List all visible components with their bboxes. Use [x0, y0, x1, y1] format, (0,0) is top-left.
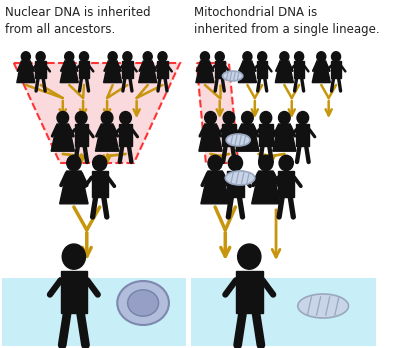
Bar	[119, 124, 132, 146]
Bar	[257, 61, 267, 78]
Bar	[331, 61, 341, 78]
Circle shape	[228, 155, 243, 171]
Circle shape	[158, 52, 167, 62]
Polygon shape	[17, 61, 35, 82]
Circle shape	[143, 52, 152, 62]
Circle shape	[279, 111, 290, 124]
Polygon shape	[236, 124, 259, 151]
Circle shape	[21, 52, 30, 62]
Bar	[2, 278, 187, 346]
Circle shape	[259, 155, 273, 171]
Text: Mitochondrial DNA is
inherited from a single lineage.: Mitochondrial DNA is inherited from a si…	[194, 6, 380, 36]
Bar	[122, 61, 133, 78]
Polygon shape	[197, 63, 238, 163]
Circle shape	[294, 52, 303, 62]
Circle shape	[204, 111, 216, 124]
Polygon shape	[103, 61, 122, 82]
Polygon shape	[196, 61, 214, 82]
Circle shape	[57, 111, 69, 124]
Circle shape	[200, 52, 209, 62]
Circle shape	[223, 111, 235, 124]
Ellipse shape	[298, 294, 348, 318]
Circle shape	[75, 111, 87, 124]
Circle shape	[36, 52, 45, 62]
Ellipse shape	[222, 71, 243, 81]
Bar	[36, 61, 46, 78]
Bar	[215, 61, 225, 78]
Circle shape	[79, 52, 88, 62]
Bar	[296, 124, 310, 146]
Circle shape	[123, 52, 132, 62]
Circle shape	[208, 155, 222, 171]
Ellipse shape	[226, 134, 250, 146]
Bar	[61, 271, 87, 313]
Polygon shape	[201, 171, 229, 204]
Bar	[74, 124, 88, 146]
Circle shape	[92, 155, 107, 171]
Circle shape	[332, 52, 341, 62]
Bar	[92, 171, 108, 197]
Circle shape	[258, 52, 267, 62]
Circle shape	[65, 52, 74, 62]
Polygon shape	[252, 171, 280, 204]
Bar	[191, 278, 376, 346]
Ellipse shape	[117, 281, 169, 325]
Polygon shape	[95, 124, 119, 151]
Circle shape	[62, 244, 85, 269]
Circle shape	[67, 155, 81, 171]
Polygon shape	[312, 61, 330, 82]
Circle shape	[120, 111, 131, 124]
Polygon shape	[139, 61, 157, 82]
Polygon shape	[14, 63, 180, 163]
Ellipse shape	[128, 290, 159, 316]
Bar	[227, 171, 243, 197]
Bar	[222, 124, 236, 146]
Circle shape	[243, 52, 252, 62]
Circle shape	[279, 155, 293, 171]
Text: Nuclear DNA is inherited
from all ancestors.: Nuclear DNA is inherited from all ancest…	[4, 6, 150, 36]
Polygon shape	[51, 124, 74, 151]
Circle shape	[101, 111, 113, 124]
Circle shape	[280, 52, 289, 62]
Polygon shape	[275, 61, 293, 82]
Circle shape	[260, 111, 272, 124]
Polygon shape	[238, 61, 256, 82]
Bar	[157, 61, 168, 78]
Bar	[79, 61, 89, 78]
Circle shape	[242, 111, 253, 124]
Bar	[236, 271, 263, 313]
Bar	[259, 124, 272, 146]
Bar	[278, 171, 294, 197]
Polygon shape	[60, 171, 88, 204]
Circle shape	[297, 111, 309, 124]
Ellipse shape	[225, 171, 255, 185]
Circle shape	[215, 52, 224, 62]
Circle shape	[238, 244, 261, 269]
Bar	[294, 61, 304, 78]
Polygon shape	[273, 124, 296, 151]
Polygon shape	[60, 61, 78, 82]
Circle shape	[317, 52, 326, 62]
Circle shape	[108, 52, 117, 62]
Polygon shape	[199, 124, 222, 151]
